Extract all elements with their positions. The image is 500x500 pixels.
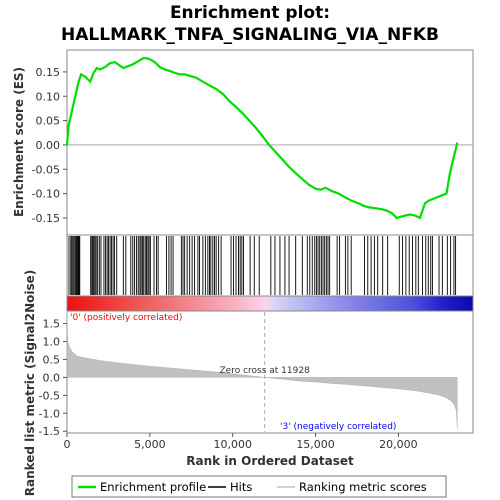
x-tick-label: 0 (64, 438, 71, 451)
metric-y-tick-label: 1.5 (43, 318, 61, 331)
metric-y-tick-label: -1.5 (39, 425, 60, 438)
es-y-tick-label: -0.15 (32, 212, 60, 225)
hits-markers (68, 236, 457, 295)
es-y-tick-label: 0.10 (36, 90, 61, 103)
es-y-axis: 0.15 0.10 0.05 0.00 -0.05 -0.10 -0.15 (32, 66, 67, 225)
legend (71, 475, 447, 498)
enrichment-profile-line (65, 57, 459, 220)
metric-y-tick-label: -1.0 (39, 407, 60, 420)
metric-y-tick-label: -0.5 (39, 389, 60, 402)
x-axis-label: Rank in Ordered Dataset (186, 454, 354, 468)
chart-title: Enrichment plot: (170, 3, 330, 23)
metric-y-axis: 1.5 1.0 0.5 0.0 -0.5 -1.0 -1.5 (39, 318, 67, 438)
es-y-tick-label: 0.15 (36, 66, 61, 79)
legend-label-enrichment: Enrichment profile (100, 480, 206, 494)
ranking-metric-area (66, 310, 458, 430)
legend-label-hits: Hits (230, 480, 252, 494)
x-tick-label: 20,000 (379, 438, 418, 451)
es-y-tick-label: 0.00 (36, 139, 61, 152)
x-tick-label: 10,000 (213, 438, 252, 451)
negative-correlation-label: '3' (negatively correlated) (280, 422, 396, 432)
es-y-tick-label: -0.05 (32, 163, 60, 176)
metric-y-tick-label: 0.0 (43, 371, 61, 384)
metric-y-tick-label: 1.0 (43, 336, 61, 349)
metric-y-tick-label: 0.5 (43, 353, 61, 366)
positive-correlation-label: '0' (positively correlated) (70, 313, 182, 323)
rank-color-bar (67, 296, 473, 311)
es-y-tick-label: -0.10 (32, 188, 60, 201)
es-y-axis-label: Enrichment score (ES) (12, 67, 26, 217)
chart-subtitle: HALLMARK_TNFA_SIGNALING_VIA_NFKB (61, 25, 439, 45)
zero-cross-label: Zero cross at 11928 (220, 366, 311, 376)
es-y-tick-label: 0.05 (36, 115, 61, 128)
legend-label-ranking: Ranking metric scores (299, 480, 427, 494)
es-plot-area (66, 49, 474, 236)
x-tick-label: 15,000 (296, 438, 335, 451)
metric-y-axis-label: Ranked list metric (Signal2Noise) (23, 270, 37, 497)
metric-x-axis: 0 5,000 10,000 15,000 20,000 (64, 433, 418, 451)
x-tick-label: 5,000 (134, 438, 166, 451)
